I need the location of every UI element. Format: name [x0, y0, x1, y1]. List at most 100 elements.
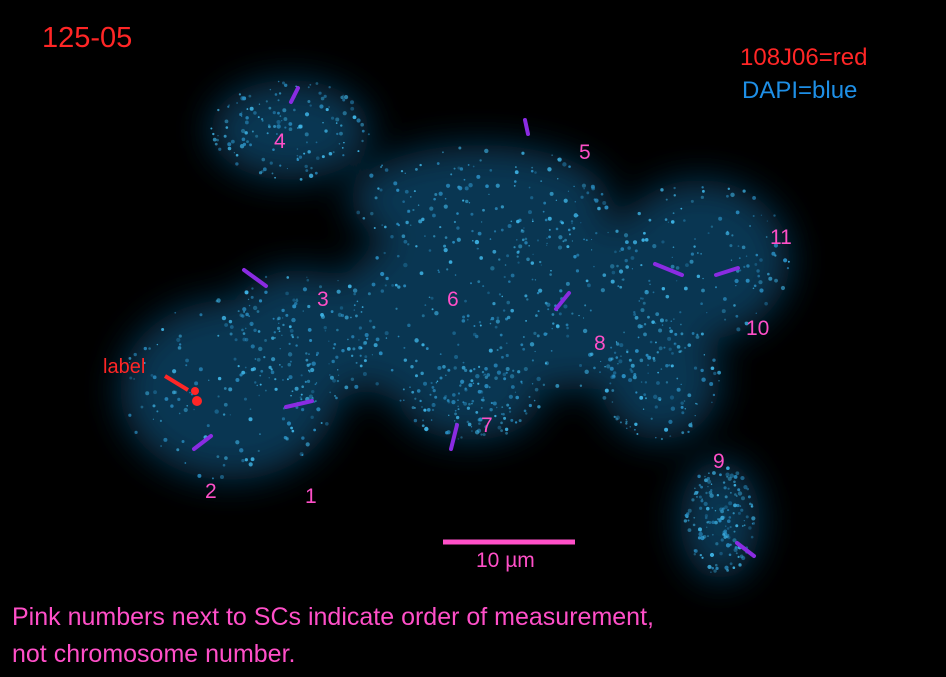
- speckle: [698, 484, 702, 487]
- speckle: [484, 373, 487, 376]
- speckle: [694, 238, 696, 240]
- speckle: [620, 247, 625, 251]
- speckle: [458, 146, 462, 150]
- speckle: [375, 256, 379, 260]
- speckle: [490, 266, 495, 271]
- speckle: [309, 104, 312, 107]
- dapi-speckles: [128, 80, 790, 573]
- speckle: [475, 410, 479, 414]
- speckle: [241, 314, 245, 318]
- speckle: [514, 391, 517, 393]
- speckle: [700, 252, 703, 255]
- speckle: [472, 165, 475, 168]
- speckle: [446, 268, 449, 271]
- speckle: [673, 186, 676, 190]
- speckle: [704, 475, 706, 478]
- speckle: [735, 210, 740, 215]
- speckle: [430, 419, 433, 421]
- speckle: [395, 307, 398, 310]
- speckle: [286, 276, 290, 279]
- speckle: [350, 354, 354, 358]
- speckle: [652, 291, 655, 294]
- speckle: [532, 253, 534, 256]
- speckle: [199, 313, 203, 317]
- speckle: [362, 341, 367, 346]
- speckle: [566, 334, 570, 338]
- speckle: [751, 516, 756, 521]
- speckle: [421, 314, 425, 318]
- speckle: [563, 304, 568, 309]
- speckle: [494, 207, 498, 211]
- speckle: [619, 421, 622, 424]
- speckle: [403, 399, 405, 401]
- speckle: [259, 433, 261, 435]
- speckle: [373, 226, 376, 229]
- speckle: [671, 256, 673, 258]
- speckle: [425, 347, 429, 350]
- speckle: [311, 389, 315, 394]
- speckle: [728, 553, 732, 557]
- speckle: [244, 337, 249, 342]
- speckle: [503, 416, 507, 420]
- speckle: [304, 112, 310, 117]
- speckle: [356, 300, 359, 303]
- speckle: [613, 351, 617, 355]
- speckle: [630, 256, 635, 260]
- speckle: [549, 273, 552, 276]
- speckle: [299, 177, 303, 181]
- speckle: [437, 269, 440, 272]
- speckle: [337, 280, 339, 282]
- speckle: [284, 126, 287, 129]
- speckle: [660, 368, 663, 370]
- speckle: [397, 224, 400, 227]
- speckle: [567, 190, 570, 192]
- speckle: [766, 220, 768, 222]
- speckle: [522, 336, 525, 339]
- speckle: [726, 519, 731, 523]
- speckle: [641, 238, 645, 242]
- speckle: [229, 414, 231, 416]
- speckle: [748, 502, 752, 506]
- speckle: [707, 564, 712, 570]
- speckle: [692, 523, 696, 527]
- speckle: [323, 94, 327, 98]
- speckle: [304, 164, 308, 169]
- speckle: [496, 406, 498, 409]
- speckle: [665, 430, 667, 432]
- speckle: [522, 239, 525, 241]
- speckle: [128, 413, 132, 417]
- speckle: [505, 353, 509, 358]
- speckle: [361, 129, 365, 133]
- speckle: [707, 486, 709, 488]
- speckle: [544, 361, 549, 366]
- speckle: [415, 359, 418, 363]
- speckle: [242, 142, 247, 146]
- speckle: [243, 311, 245, 313]
- speckle: [644, 381, 648, 384]
- speckle: [610, 264, 615, 269]
- speckle: [335, 122, 338, 124]
- speckle: [576, 253, 580, 257]
- speckle: [505, 431, 508, 435]
- sc-number: 7: [481, 414, 493, 437]
- speckle: [336, 289, 341, 294]
- speckle: [281, 317, 284, 319]
- speckle: [471, 402, 473, 405]
- speckle: [492, 302, 496, 306]
- speckle: [670, 220, 675, 224]
- speckle: [294, 386, 299, 391]
- speckle: [521, 229, 525, 233]
- speckle: [384, 284, 387, 287]
- speckle: [421, 424, 425, 428]
- speckle: [523, 227, 525, 229]
- speckle: [330, 116, 335, 120]
- speckle: [623, 233, 629, 238]
- speckle: [301, 436, 305, 440]
- speckle: [296, 157, 299, 160]
- speckle: [443, 244, 447, 248]
- speckle: [590, 352, 594, 356]
- speckle: [610, 357, 614, 361]
- speckle: [457, 399, 459, 401]
- speckle: [164, 397, 169, 401]
- speckle: [471, 430, 473, 432]
